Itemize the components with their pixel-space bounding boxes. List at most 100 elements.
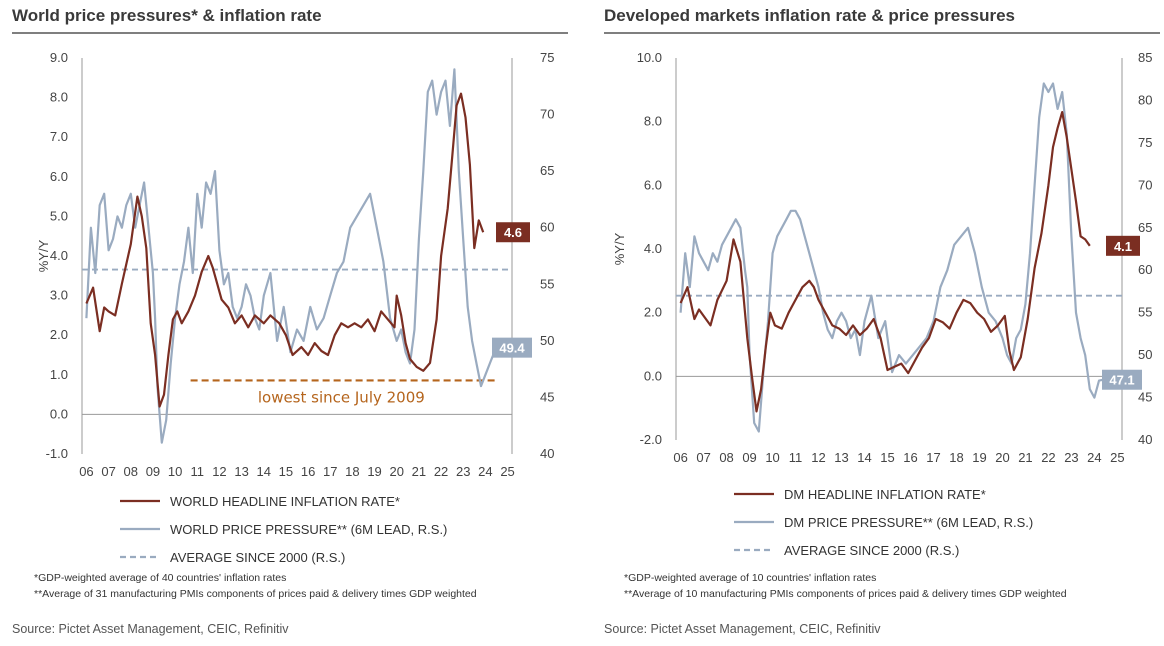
pressure-callout-label: 47.1 (1109, 373, 1134, 388)
x-tick-label: 24 (478, 464, 492, 479)
y2-tick-label: 80 (1138, 92, 1152, 107)
legend-inflation-label: WORLD HEADLINE INFLATION RATE* (170, 494, 400, 509)
title-rule (604, 32, 1160, 34)
y2-tick-label: 40 (540, 446, 554, 461)
inflation-callout-box (1106, 235, 1140, 256)
legend-average-label: AVERAGE SINCE 2000 (R.S.) (170, 550, 345, 565)
y-tick-label: 0.0 (50, 406, 68, 421)
footnote-2: **Average of 31 manufacturing PMIs compo… (34, 588, 477, 600)
y-tick-label: 2.0 (644, 305, 662, 320)
footnote-1: *GDP-weighted average of 40 countries' i… (34, 572, 287, 584)
annotation-text: lowest since July 2009 (258, 388, 425, 406)
legend-price-pressure-label: DM PRICE PRESSURE** (6M LEAD, R.S.) (784, 515, 1033, 530)
y-tick-label: 1.0 (50, 367, 68, 382)
x-tick-label: 18 (345, 464, 359, 479)
y-tick-label: -1.0 (46, 446, 68, 461)
x-tick-label: 22 (1041, 450, 1055, 465)
y-axis-label: %Y/Y (36, 239, 51, 272)
y-tick-label: 2.0 (50, 327, 68, 342)
x-tick-label: 16 (301, 464, 315, 479)
y2-tick-label: 85 (1138, 50, 1152, 65)
legend-inflation-label: DM HEADLINE INFLATION RATE* (784, 487, 986, 502)
y2-tick-label: 65 (540, 163, 554, 178)
y2-tick-label: 60 (540, 220, 554, 235)
x-tick-label: 22 (434, 464, 448, 479)
x-tick-label: 06 (79, 464, 93, 479)
x-tick-label: 15 (279, 464, 293, 479)
y2-tick-label: 75 (1138, 135, 1152, 150)
y2-tick-label: 45 (540, 389, 554, 404)
x-tick-label: 12 (811, 450, 825, 465)
x-tick-label: 10 (765, 450, 779, 465)
x-tick-label: 07 (696, 450, 710, 465)
x-tick-label: 19 (367, 464, 381, 479)
x-tick-label: 14 (257, 464, 271, 479)
pressure-callout-label: 49.4 (499, 341, 525, 356)
x-tick-label: 12 (212, 464, 226, 479)
chart-title: World price pressures* & inflation rate (12, 6, 322, 25)
pressure-callout-box (492, 337, 532, 358)
y2-tick-label: 55 (540, 276, 554, 291)
inflation-callout-label: 4.1 (1114, 239, 1132, 254)
y-tick-label: 0.0 (644, 368, 662, 383)
y-tick-label: -2.0 (640, 432, 662, 447)
y2-tick-label: 40 (1138, 432, 1152, 447)
price-pressure-line (679, 82, 1104, 433)
x-tick-label: 15 (880, 450, 894, 465)
footnote-2: **Average of 10 manufacturing PMIs compo… (624, 588, 1067, 600)
inflation-callout-label: 4.6 (504, 225, 522, 240)
x-tick-label: 09 (742, 450, 756, 465)
dm-chart-panel: Developed markets inflation rate & price… (594, 0, 1164, 646)
y-tick-label: 10.0 (637, 50, 662, 65)
y2-tick-label: 70 (540, 107, 554, 122)
price-pressure-line (85, 68, 500, 444)
x-tick-label: 10 (168, 464, 182, 479)
y-tick-label: 6.0 (50, 169, 68, 184)
y-tick-label: 3.0 (50, 288, 68, 303)
x-tick-label: 06 (673, 450, 687, 465)
title-rule (12, 32, 568, 34)
pressure-callout-box (1102, 369, 1142, 390)
y-tick-label: 7.0 (50, 129, 68, 144)
y2-tick-label: 45 (1138, 390, 1152, 405)
y2-tick-label: 75 (540, 50, 554, 65)
y-tick-label: 8.0 (644, 114, 662, 129)
dm-chart: 10.0 8.0 6.0 4.0 2.0 0.0 -2.0 85 80 75 70 65 60 55 50 4… (612, 50, 1152, 558)
x-tick-label: 21 (1018, 450, 1032, 465)
x-tick-label: 19 (972, 450, 986, 465)
x-tick-label: 20 (995, 450, 1009, 465)
x-tick-label: 16 (903, 450, 917, 465)
x-tick-label: 08 (719, 450, 733, 465)
y2-tick-label: 60 (1138, 262, 1152, 277)
x-tick-label: 24 (1087, 450, 1101, 465)
x-tick-label: 17 (926, 450, 940, 465)
inflation-line (679, 110, 1091, 413)
source-text: Source: Pictet Asset Management, CEIC, R… (604, 622, 881, 636)
x-tick-label: 08 (124, 464, 138, 479)
x-tick-label: 13 (234, 464, 248, 479)
x-tick-label: 17 (323, 464, 337, 479)
chart-title: Developed markets inflation rate & price… (604, 6, 1015, 25)
y2-tick-label: 50 (540, 333, 554, 348)
x-tick-label: 23 (1064, 450, 1078, 465)
x-tick-label: 21 (412, 464, 426, 479)
y-tick-label: 4.0 (644, 241, 662, 256)
y-tick-label: 5.0 (50, 208, 68, 223)
legend-average-label: AVERAGE SINCE 2000 (R.S.) (784, 543, 959, 558)
x-tick-label: 09 (146, 464, 160, 479)
y-axis-label: %Y/Y (612, 232, 627, 265)
y2-tick-label: 65 (1138, 220, 1152, 235)
world-chart-panel: World price pressures* & inflation rate … (0, 0, 580, 646)
x-tick-label: 11 (789, 450, 803, 465)
y-tick-label: 8.0 (50, 90, 68, 105)
y-tick-label: 9.0 (50, 50, 68, 65)
x-tick-label: 25 (500, 464, 514, 479)
x-tick-label: 07 (101, 464, 115, 479)
x-tick-label: 14 (857, 450, 871, 465)
x-tick-label: 20 (390, 464, 404, 479)
x-tick-label: 23 (456, 464, 470, 479)
x-tick-label: 18 (949, 450, 963, 465)
x-tick-label: 13 (834, 450, 848, 465)
world-chart: 9.0 8.0 7.0 6.0 5.0 4.0 3.0 2.0 1.0 0.0 -1.0 75 70 65… (36, 50, 554, 565)
y2-tick-label: 50 (1138, 347, 1152, 362)
